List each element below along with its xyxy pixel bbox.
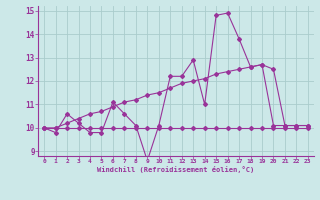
X-axis label: Windchill (Refroidissement éolien,°C): Windchill (Refroidissement éolien,°C)	[97, 166, 255, 173]
